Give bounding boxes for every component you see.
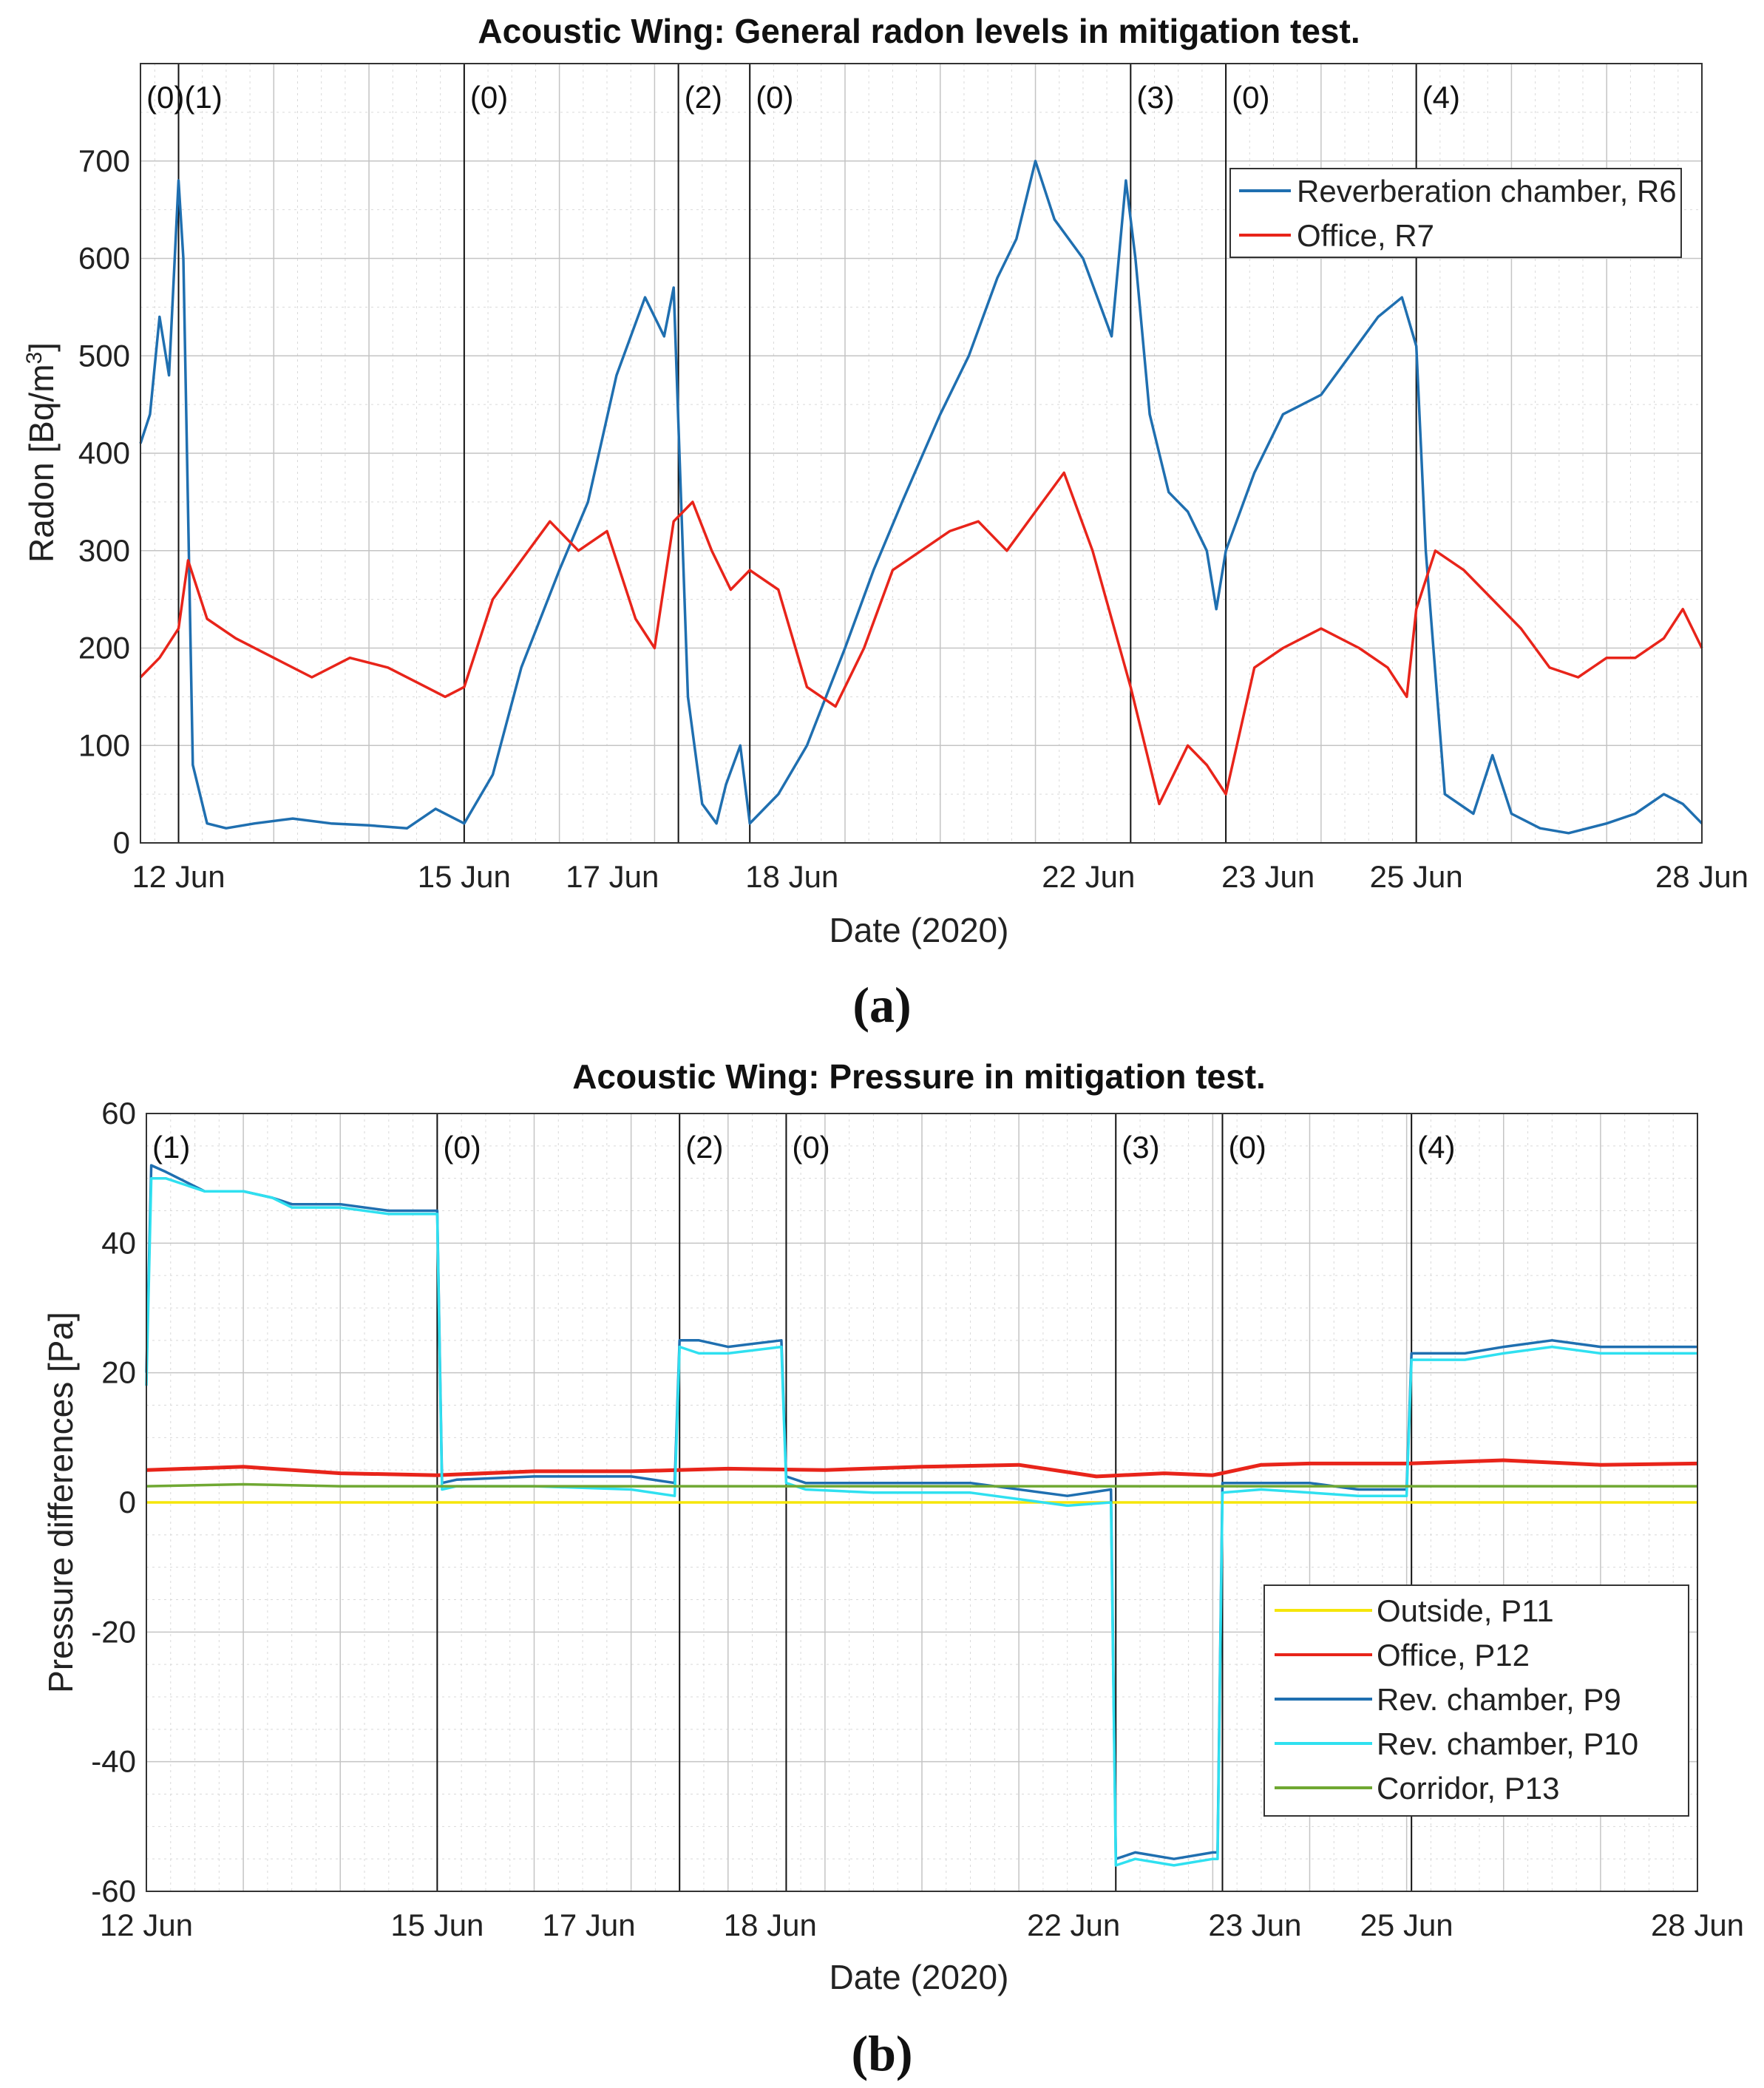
x-tick-label: 28 Jun: [1651, 1908, 1744, 1942]
legend-label-r6: Reverberation chamber, R6: [1297, 174, 1677, 209]
x-tick-label: 25 Jun: [1360, 1908, 1453, 1942]
phase-label: (3): [1122, 1130, 1159, 1165]
phase-label: (3): [1136, 80, 1174, 115]
x-tick-label: 25 Jun: [1370, 859, 1463, 894]
pressure-legend: Outside, P11 Office, P12 Rev. chamber, P…: [1263, 1584, 1689, 1817]
y-tick-label: 500: [78, 338, 130, 373]
y-tick-label: -60: [91, 1874, 136, 1908]
radon-chart-title: Acoustic Wing: General radon levels in m…: [478, 12, 1360, 50]
y-tick-label: 0: [113, 825, 130, 860]
phase-label: (0): [443, 1130, 481, 1165]
x-tick-label: 12 Jun: [132, 859, 225, 894]
x-tick-label: 17 Jun: [566, 859, 659, 894]
pressure-chart: Acoustic Wing: Pressure in mitigation te…: [41, 1057, 1744, 2081]
y-tick-label: 60: [101, 1096, 136, 1131]
series-line: [145, 1176, 1697, 1867]
x-tick-label: 22 Jun: [1027, 1908, 1120, 1942]
y-tick-label: 100: [78, 728, 130, 762]
y-tick-label: 0: [119, 1485, 136, 1519]
legend-label-p13: Corridor, P13: [1377, 1771, 1559, 1806]
legend-label-p9: Rev. chamber, P9: [1377, 1682, 1621, 1717]
y-tick-label: 700: [78, 143, 130, 178]
phase-label: (4): [1417, 1130, 1455, 1165]
radon-legend-box: [1229, 168, 1682, 258]
phase-label: (0): [146, 80, 184, 115]
series-line: [139, 471, 1703, 806]
pressure-series: [145, 1164, 1698, 1867]
phase-label: (4): [1422, 80, 1460, 115]
y-tick-label: 40: [101, 1225, 136, 1260]
y-tick-label: 20: [101, 1355, 136, 1390]
phase-label: (0): [1232, 80, 1269, 115]
radon-y-axis-label: Radon [Bq/m3]: [22, 342, 61, 563]
pressure-y-axis-label: Pressure differences [Pa]: [41, 1312, 80, 1693]
x-tick-label: 17 Jun: [543, 1908, 636, 1942]
pressure-x-tick-labels: 12 Jun 15 Jun 17 Jun 18 Jun 22 Jun 23 Jun 25 J…: [100, 1908, 1744, 1942]
panel-label-b: (b): [851, 2025, 912, 2081]
pressure-phase-labels: (1) (0) (2) (0) (3) (0) (4): [152, 1130, 1456, 1165]
series-line: [139, 160, 1703, 835]
y-tick-label: 400: [78, 435, 130, 470]
radon-series: [139, 160, 1703, 835]
radon-legend: Reverberation chamber, R6 Office, R7: [1229, 168, 1682, 258]
pressure-chart-title: Acoustic Wing: Pressure in mitigation te…: [572, 1057, 1266, 1096]
x-tick-label: 18 Jun: [745, 859, 838, 894]
legend-label-p12: Office, P12: [1377, 1638, 1530, 1672]
panel-label-a: (a): [852, 977, 911, 1033]
phase-label: (2): [685, 80, 722, 115]
radon-chart: Acoustic Wing: General radon levels in m…: [22, 12, 1748, 1033]
series-line: [145, 1164, 1697, 1860]
x-tick-label: 18 Jun: [724, 1908, 817, 1942]
radon-x-tick-labels: 12 Jun 15 Jun 17 Jun 18 Jun 22 Jun 23 Jun 25 J…: [132, 859, 1748, 894]
legend-label-p11: Outside, P11: [1377, 1593, 1554, 1628]
y-tick-label: 200: [78, 631, 130, 665]
x-tick-label: 28 Jun: [1655, 859, 1748, 894]
radon-x-axis-label: Date (2020): [830, 911, 1009, 949]
phase-label: (0): [792, 1130, 830, 1165]
legend-label-r7: Office, R7: [1297, 218, 1434, 253]
phase-label: (0): [756, 80, 793, 115]
radon-plot-frame: [140, 63, 1703, 844]
legend-label-p10: Rev. chamber, P10: [1377, 1726, 1638, 1761]
radon-y-tick-labels: 0 100 200 300 400 500 600 700: [78, 143, 130, 860]
phase-label: (0): [1228, 1130, 1266, 1165]
x-tick-label: 15 Jun: [418, 859, 511, 894]
pressure-x-axis-label: Date (2020): [830, 1958, 1009, 1996]
pressure-y-tick-labels: -60 -40 -20 0 20 40 60: [91, 1096, 136, 1908]
x-tick-label: 22 Jun: [1042, 859, 1135, 894]
y-tick-label: 300: [78, 533, 130, 568]
pressure-plot-frame: [146, 1113, 1698, 1892]
phase-label: (1): [185, 80, 223, 115]
phase-label: (0): [470, 80, 508, 115]
radon-phase-labels: (0) (1) (0) (2) (0) (3) (0) (4): [146, 80, 1460, 115]
y-tick-label: -40: [91, 1744, 136, 1779]
y-tick-label: -20: [91, 1614, 136, 1649]
series-line: [146, 1482, 1697, 1488]
x-tick-label: 12 Jun: [100, 1908, 193, 1942]
y-tick-label: 600: [78, 241, 130, 276]
x-tick-label: 23 Jun: [1221, 859, 1314, 894]
phase-label: (2): [685, 1130, 723, 1165]
x-tick-label: 15 Jun: [390, 1908, 484, 1942]
phase-label: (1): [152, 1130, 190, 1165]
x-tick-label: 23 Jun: [1208, 1908, 1301, 1942]
